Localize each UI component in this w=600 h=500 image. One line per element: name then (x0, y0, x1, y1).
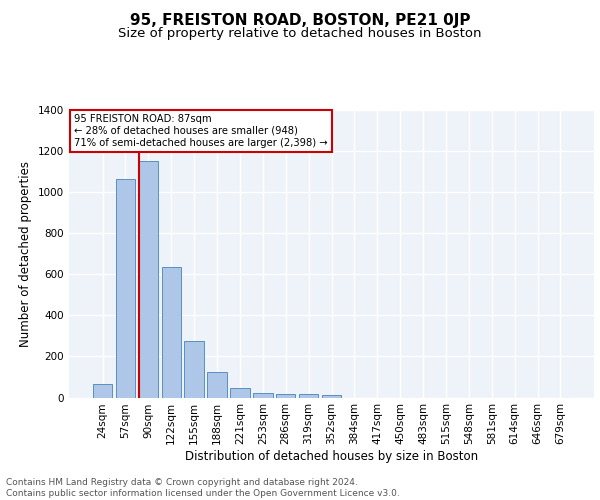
Bar (161, 267, 181, 398)
Text: 95, FREISTON ROAD, BOSTON, PE21 0JP: 95, FREISTON ROAD, BOSTON, PE21 0JP (130, 12, 470, 28)
Bar (230, 388, 250, 398)
Bar (253, 393, 272, 398)
X-axis label: Distribution of detached houses by size in Boston: Distribution of detached houses by size … (185, 450, 478, 463)
Y-axis label: Number of detached properties: Number of detached properties (19, 161, 32, 347)
Bar (139, 162, 158, 398)
Bar (299, 394, 319, 398)
Text: 95 FREISTON ROAD: 87sqm
← 28% of detached houses are smaller (948)
71% of semi-d: 95 FREISTON ROAD: 87sqm ← 28% of detache… (74, 114, 328, 148)
Text: Contains HM Land Registry data © Crown copyright and database right 2024.
Contai: Contains HM Land Registry data © Crown c… (6, 478, 400, 498)
Bar (276, 394, 295, 398)
Bar (93, 384, 112, 398)
Bar (116, 179, 135, 398)
Bar (184, 341, 204, 398)
Bar (208, 372, 227, 398)
Text: Size of property relative to detached houses in Boston: Size of property relative to detached ho… (118, 28, 482, 40)
Bar (322, 396, 341, 398)
